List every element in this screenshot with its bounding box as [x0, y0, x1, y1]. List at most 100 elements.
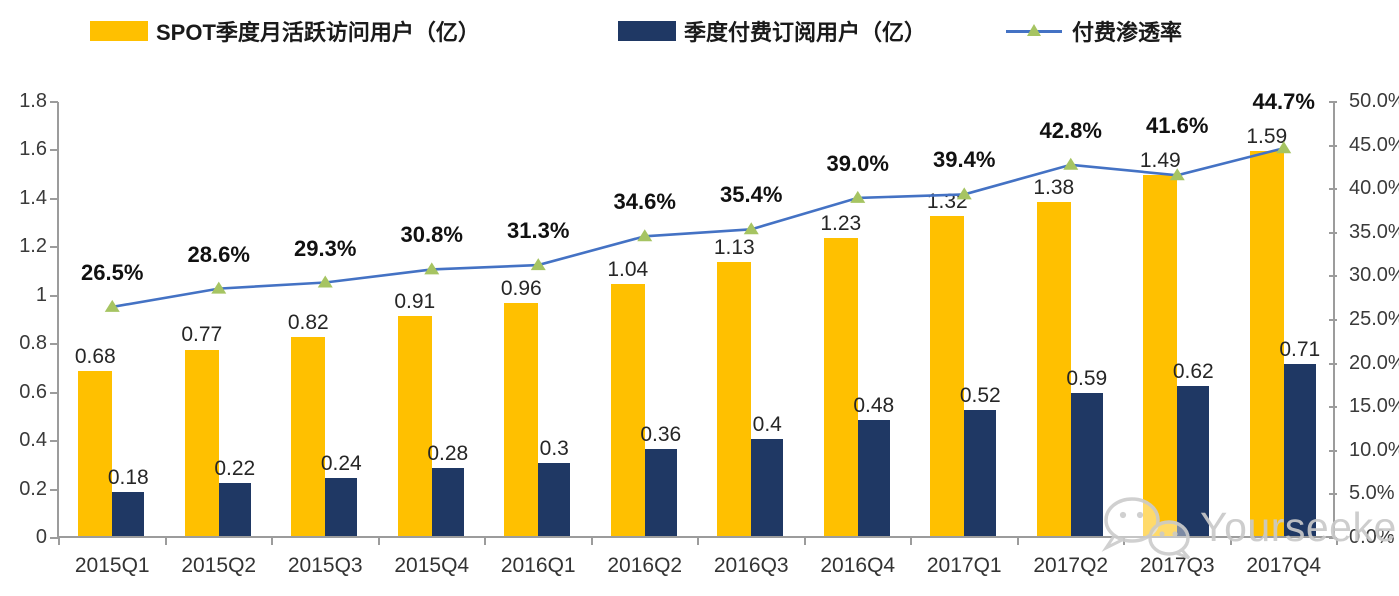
- legend-label-penetration: 付费渗透率: [1072, 20, 1183, 45]
- mau-value-label: 1.49: [1139, 149, 1181, 173]
- right-axis-label: 30.0%: [1349, 264, 1399, 287]
- left-axis-label: 1: [35, 283, 47, 306]
- mau-bar: [397, 315, 432, 536]
- left-axis-label: 1.2: [19, 235, 47, 258]
- x-axis-tick: [590, 538, 593, 545]
- right-axis-label: 10.0%: [1349, 438, 1399, 461]
- penetration-pct-label: 44.7%: [1252, 88, 1315, 114]
- penetration-pct-label: 30.8%: [400, 222, 463, 248]
- right-axis-label: 0.0%: [1349, 526, 1395, 548]
- mau-bar: [930, 216, 965, 536]
- left-axis-tick: [50, 101, 58, 103]
- right-axis-tick: [1329, 319, 1337, 321]
- subs-value-label: 0.62: [1172, 359, 1214, 383]
- subs-value-label: 0.59: [1066, 367, 1108, 391]
- x-axis-tick: [1123, 538, 1125, 545]
- subs-bar: [1177, 385, 1210, 536]
- left-axis-tick: [50, 391, 58, 394]
- subs-value-label: 0.18: [107, 466, 149, 490]
- mau-value-label: 0.96: [500, 277, 542, 301]
- subs-bar: [112, 492, 145, 536]
- triangle-marker-icon: [317, 275, 333, 288]
- plot-area: 1.8 1.6 1.4 1.2 1 0.8 0.6 0.4 0.2 0 50.0% 45.0% 40.0…: [19, 89, 1399, 577]
- mau-value-label: 1.38: [1033, 175, 1075, 199]
- right-axis-label: 50.0%: [1349, 90, 1399, 112]
- penetration-line-swatch-icon: [1006, 21, 1062, 41]
- x-axis-category-label: 2016Q4: [820, 554, 896, 577]
- left-axis-label: 0: [35, 526, 47, 548]
- x-axis-tick: [697, 538, 699, 545]
- mau-bar: [823, 238, 858, 536]
- subs-bar: [751, 439, 784, 536]
- subs-value-label: 0.48: [853, 393, 895, 417]
- penetration-pct-label: 39.0%: [826, 150, 889, 176]
- right-axis-tick: [1329, 537, 1337, 539]
- x-axis-category-label: 2016Q2: [607, 554, 683, 577]
- right-axis-tick: [1329, 144, 1337, 147]
- mau-value-label: 0.68: [74, 345, 116, 369]
- right-axis-tick: [1329, 406, 1337, 409]
- right-axis-tick: [1329, 493, 1337, 496]
- left-axis-label: 0.6: [19, 380, 47, 403]
- x-axis-category-label: 2017Q1: [926, 554, 1002, 577]
- subs-bar: [218, 482, 251, 536]
- mau-value-label: 1.04: [607, 258, 649, 282]
- subs-value-label: 0.24: [320, 451, 362, 475]
- triangle-marker-icon: [1276, 141, 1292, 154]
- right-axis-label: 25.0%: [1349, 308, 1399, 330]
- subs-value-label: 0.36: [640, 422, 682, 446]
- mau-value-label: 1.59: [1246, 124, 1288, 148]
- triangle-marker-icon: [743, 222, 759, 235]
- subs-bar: [325, 477, 358, 536]
- right-axis-tick: [1329, 101, 1337, 103]
- mau-value-label: 1.23: [820, 212, 862, 236]
- left-axis-label: 1.8: [19, 90, 47, 112]
- triangle-marker-icon: [850, 190, 866, 203]
- x-axis-category-label: 2015Q2: [181, 554, 257, 577]
- mau-value-label: 0.77: [181, 323, 223, 347]
- left-axis-tick: [50, 537, 58, 539]
- penetration-line: [104, 141, 1292, 312]
- left-axis-tick: [50, 149, 58, 152]
- x-axis-tick: [1229, 538, 1232, 545]
- x-axis-tick: [1016, 538, 1019, 545]
- legend-label-subs: 季度付费订阅用户（亿）: [684, 20, 927, 45]
- x-axis-category-label: 2015Q4: [394, 554, 470, 577]
- left-axis-label: 1.6: [19, 138, 47, 161]
- right-axis-tick: [1329, 188, 1337, 191]
- mau-value-label: 0.82: [287, 311, 329, 335]
- mau-bar: [1036, 201, 1071, 536]
- x-axis-category-label: 2015Q3: [287, 554, 363, 577]
- x-axis-category-label: 2017Q3: [1139, 554, 1215, 577]
- right-axis-tick: [1329, 275, 1337, 278]
- left-axis-tick: [50, 343, 58, 346]
- mau-bar: [291, 337, 326, 536]
- x-axis-tick: [164, 538, 167, 545]
- triangle-marker-icon: [1063, 157, 1079, 170]
- right-axis-tick: [1329, 362, 1337, 365]
- penetration-pct-label: 29.3%: [294, 235, 357, 261]
- x-axis-tick: [1336, 538, 1338, 545]
- mau-bar: [184, 349, 219, 536]
- penetration-pct-label: 35.4%: [720, 182, 783, 208]
- triangle-marker-icon: [956, 187, 972, 200]
- chart-legend: SPOT季度月活跃访问用户（亿） 季度付费订阅用户（亿） 付费渗透率: [0, 14, 1399, 54]
- triangle-marker-icon: [211, 281, 227, 294]
- subs-bar: [538, 463, 571, 536]
- subs-bar: [1070, 393, 1103, 536]
- legend-item-subs: 季度付费订阅用户（亿）: [618, 14, 926, 48]
- left-axis-label: 0.4: [19, 429, 47, 452]
- subs-value-label: 0.52: [959, 384, 1001, 408]
- legend-label-mau: SPOT季度月活跃访问用户（亿）: [156, 20, 480, 45]
- triangle-marker-icon: [424, 262, 440, 275]
- penetration-pct-label: 31.3%: [507, 218, 570, 244]
- mau-bar: [610, 284, 645, 536]
- x-axis-tick: [58, 538, 60, 545]
- triangle-marker-icon: [104, 299, 120, 312]
- x-axis-category-label: 2017Q2: [1033, 554, 1109, 577]
- right-axis-label: 40.0%: [1349, 177, 1399, 200]
- mau-bar: [78, 371, 113, 536]
- left-axis-label: 0.8: [19, 332, 47, 355]
- subs-bar-swatch-icon: [618, 21, 676, 41]
- mau-bar: [1143, 175, 1178, 536]
